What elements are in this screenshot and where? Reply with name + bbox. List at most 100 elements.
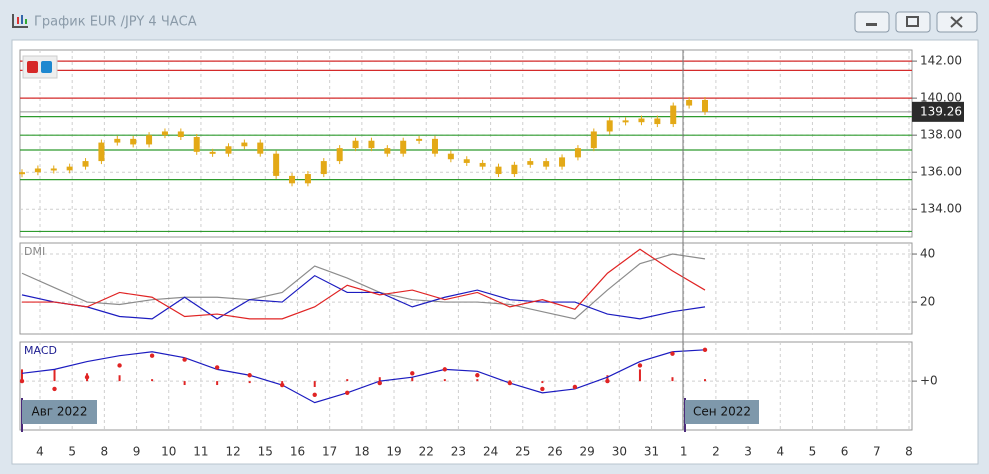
dmi-pane bbox=[19, 242, 913, 335]
signal-dot bbox=[19, 378, 25, 384]
candle bbox=[622, 120, 629, 123]
candle bbox=[34, 168, 41, 173]
x-tick-label: 26 bbox=[547, 445, 562, 459]
y-tick-label: 134.00 bbox=[920, 202, 962, 216]
candle bbox=[431, 138, 438, 154]
pane-label: MACD bbox=[24, 344, 57, 357]
indicator-line bbox=[22, 248, 706, 320]
x-tick-label: 9 bbox=[133, 445, 141, 459]
indicator-line bbox=[21, 253, 706, 320]
candle bbox=[495, 166, 502, 175]
candle bbox=[320, 161, 327, 175]
x-tick-label: 6 bbox=[841, 445, 849, 459]
signal-dot bbox=[84, 375, 90, 380]
candle bbox=[146, 135, 153, 145]
candle bbox=[304, 174, 311, 184]
app-icon bbox=[12, 14, 28, 28]
candle bbox=[225, 146, 232, 154]
month-box bbox=[22, 400, 97, 424]
y-tick-label: 140.00 bbox=[920, 91, 962, 105]
candle bbox=[289, 175, 296, 184]
candle bbox=[559, 157, 566, 167]
x-tick-label: 4 bbox=[776, 445, 784, 459]
candle bbox=[161, 131, 168, 136]
candle bbox=[50, 168, 57, 171]
candle bbox=[66, 166, 73, 171]
signal-dot bbox=[182, 357, 187, 362]
signal-dot bbox=[605, 378, 610, 384]
signal-dot bbox=[507, 380, 513, 386]
x-tick-label: 18 bbox=[354, 445, 369, 459]
candle bbox=[702, 99, 708, 112]
x-tick-label: 2 bbox=[712, 445, 720, 459]
maximize-button[interactable] bbox=[895, 11, 931, 33]
signal-dot bbox=[52, 386, 57, 392]
macd-line bbox=[21, 349, 706, 404]
signal-dot bbox=[117, 363, 122, 368]
x-tick-label: 17 bbox=[322, 445, 337, 459]
month-box bbox=[685, 400, 759, 424]
candle bbox=[257, 142, 264, 154]
month-label: Авг 2022 bbox=[32, 405, 88, 419]
candle bbox=[130, 138, 137, 145]
signal-dot bbox=[540, 386, 545, 392]
candle bbox=[384, 148, 391, 154]
candle bbox=[400, 140, 407, 154]
candle bbox=[177, 131, 184, 138]
candle bbox=[114, 138, 121, 143]
candle bbox=[590, 131, 597, 149]
signal-dot bbox=[214, 365, 220, 370]
signal-dot bbox=[410, 371, 415, 376]
candle bbox=[479, 162, 486, 167]
candle bbox=[209, 151, 216, 154]
x-tick-label: 11 bbox=[193, 445, 208, 459]
candle bbox=[638, 118, 645, 123]
x-tick-label: 16 bbox=[290, 445, 305, 459]
x-tick-label: 31 bbox=[644, 445, 659, 459]
x-tick-label: 19 bbox=[386, 445, 401, 459]
minimize-button[interactable] bbox=[854, 11, 890, 33]
candle bbox=[193, 137, 200, 152]
candle bbox=[336, 148, 343, 162]
signal-dot bbox=[312, 392, 317, 397]
price-pane bbox=[19, 49, 913, 238]
signal-dot bbox=[149, 353, 155, 358]
x-tick-label: 5 bbox=[68, 445, 76, 459]
x-tick-label: 24 bbox=[483, 445, 498, 459]
candle bbox=[463, 159, 470, 163]
pane-label: DMI bbox=[24, 245, 45, 258]
candle bbox=[574, 148, 581, 158]
color-toggle[interactable] bbox=[22, 55, 58, 79]
x-tick-label: 5 bbox=[809, 445, 817, 459]
chart-area bbox=[11, 39, 979, 465]
signal-dot bbox=[475, 373, 480, 378]
last-price-label: 139.26 bbox=[920, 104, 962, 118]
y-tick-label: 136.00 bbox=[920, 165, 962, 179]
x-tick-label: 8 bbox=[905, 445, 913, 459]
candle bbox=[527, 161, 534, 165]
x-tick-label: 7 bbox=[873, 445, 881, 459]
candle bbox=[273, 153, 280, 176]
candle bbox=[241, 142, 248, 147]
signal-dot bbox=[377, 380, 382, 386]
x-tick-label: 23 bbox=[451, 445, 466, 459]
x-tick-label: 12 bbox=[225, 445, 240, 459]
signal-dot bbox=[572, 384, 578, 390]
candle bbox=[686, 99, 693, 106]
candle bbox=[543, 161, 550, 167]
month-label: Сен 2022 bbox=[693, 405, 751, 419]
signal-dot bbox=[247, 373, 252, 378]
x-tick-label: 30 bbox=[612, 445, 627, 459]
close-button[interactable] bbox=[936, 11, 978, 33]
signal-dot bbox=[637, 363, 643, 368]
x-tick-label: 4 bbox=[36, 445, 44, 459]
macd-pane bbox=[19, 341, 913, 431]
candle bbox=[82, 161, 89, 167]
x-tick-label: 29 bbox=[580, 445, 595, 459]
y-tick-label: 138.00 bbox=[920, 128, 962, 142]
signal-dot bbox=[702, 347, 708, 353]
x-tick-label: 22 bbox=[419, 445, 434, 459]
y-tick-label: 142.00 bbox=[920, 54, 962, 68]
x-tick-label: 15 bbox=[258, 445, 273, 459]
